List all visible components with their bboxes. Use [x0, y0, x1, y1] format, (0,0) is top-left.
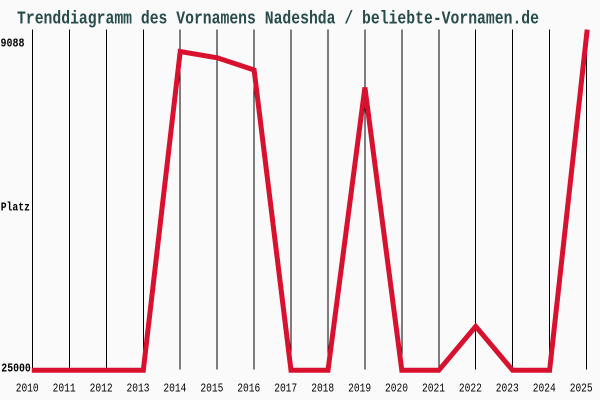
svg-text:25000: 25000: [1, 362, 31, 376]
svg-text:9088: 9088: [1, 37, 25, 51]
svg-text:Trenddiagramm des Vornamens Na: Trenddiagramm des Vornamens Nadeshda / b…: [17, 10, 539, 30]
svg-text:2020: 2020: [385, 381, 408, 395]
svg-text:2012: 2012: [90, 381, 113, 395]
svg-text:Platz: Platz: [1, 201, 30, 215]
svg-text:2016: 2016: [237, 381, 260, 395]
svg-text:2025: 2025: [570, 381, 593, 395]
svg-text:2014: 2014: [163, 381, 186, 395]
svg-text:2013: 2013: [127, 381, 150, 395]
svg-text:2023: 2023: [496, 381, 519, 395]
svg-text:2017: 2017: [274, 381, 297, 395]
svg-text:2011: 2011: [53, 381, 76, 395]
svg-text:2019: 2019: [348, 381, 371, 395]
svg-text:2024: 2024: [533, 381, 556, 395]
svg-text:2021: 2021: [422, 381, 445, 395]
svg-text:2018: 2018: [311, 381, 334, 395]
svg-text:2022: 2022: [459, 381, 482, 395]
svg-text:2010: 2010: [16, 381, 39, 395]
svg-text:2015: 2015: [200, 381, 223, 395]
